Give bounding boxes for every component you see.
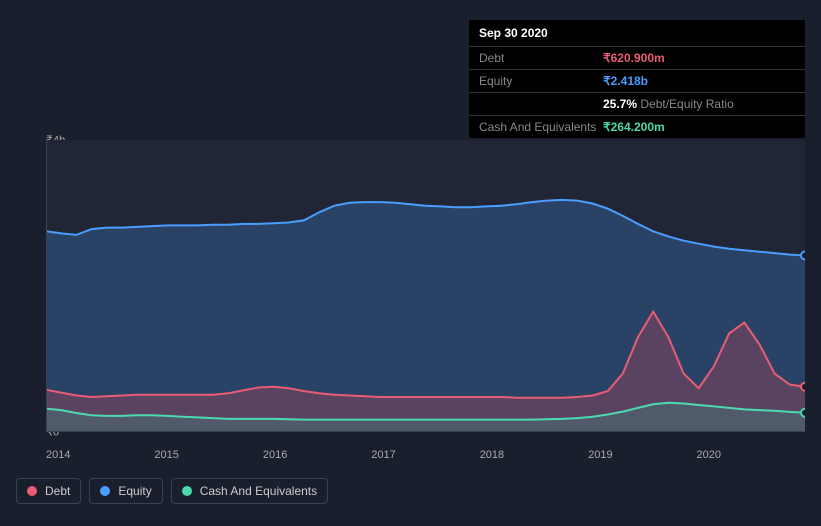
- legend-item-cash-and-equivalents[interactable]: Cash And Equivalents: [171, 478, 328, 504]
- x-axis-label: 2019: [588, 449, 696, 461]
- x-axis-label: 2017: [371, 449, 479, 461]
- tooltip-row-value: 25.7% Debt/Equity Ratio: [603, 97, 734, 111]
- x-axis-label: 2020: [697, 449, 805, 461]
- equity-end-marker: [801, 251, 805, 259]
- x-axis-label: 2014: [46, 449, 154, 461]
- chart-tooltip: Sep 30 2020 Debt₹620.900mEquity₹2.418b25…: [469, 20, 805, 138]
- legend-swatch: [182, 486, 192, 496]
- x-axis-label: 2015: [154, 449, 262, 461]
- tooltip-row: Equity₹2.418b: [469, 70, 805, 93]
- cash-end-marker: [801, 409, 805, 417]
- debt-equity-chart: ₹4b₹0 2014201520162017201820192020: [16, 120, 805, 460]
- legend-swatch: [100, 486, 110, 496]
- x-axis-label: 2016: [263, 449, 371, 461]
- legend-label: Equity: [118, 484, 151, 498]
- tooltip-row-value: ₹264.200m: [603, 120, 665, 134]
- legend-swatch: [27, 486, 37, 496]
- chart-plot: [46, 140, 805, 432]
- tooltip-row-label: [479, 97, 603, 111]
- legend-label: Debt: [45, 484, 70, 498]
- debt-end-marker: [801, 383, 805, 391]
- chart-legend: Debt Equity Cash And Equivalents: [16, 478, 328, 504]
- tooltip-row-value: ₹620.900m: [603, 51, 665, 65]
- legend-item-debt[interactable]: Debt: [16, 478, 81, 504]
- tooltip-row: 25.7% Debt/Equity Ratio: [469, 93, 805, 116]
- tooltip-row-label: Debt: [479, 51, 603, 65]
- x-axis-label: 2018: [480, 449, 588, 461]
- legend-item-equity[interactable]: Equity: [89, 478, 162, 504]
- tooltip-row-label: Equity: [479, 74, 603, 88]
- tooltip-row-value: ₹2.418b: [603, 74, 648, 88]
- tooltip-row: Debt₹620.900m: [469, 47, 805, 70]
- tooltip-row-label: Cash And Equivalents: [479, 120, 603, 134]
- tooltip-date: Sep 30 2020: [469, 20, 805, 47]
- x-axis: 2014201520162017201820192020: [46, 449, 805, 461]
- legend-label: Cash And Equivalents: [200, 484, 317, 498]
- tooltip-row: Cash And Equivalents₹264.200m: [469, 116, 805, 138]
